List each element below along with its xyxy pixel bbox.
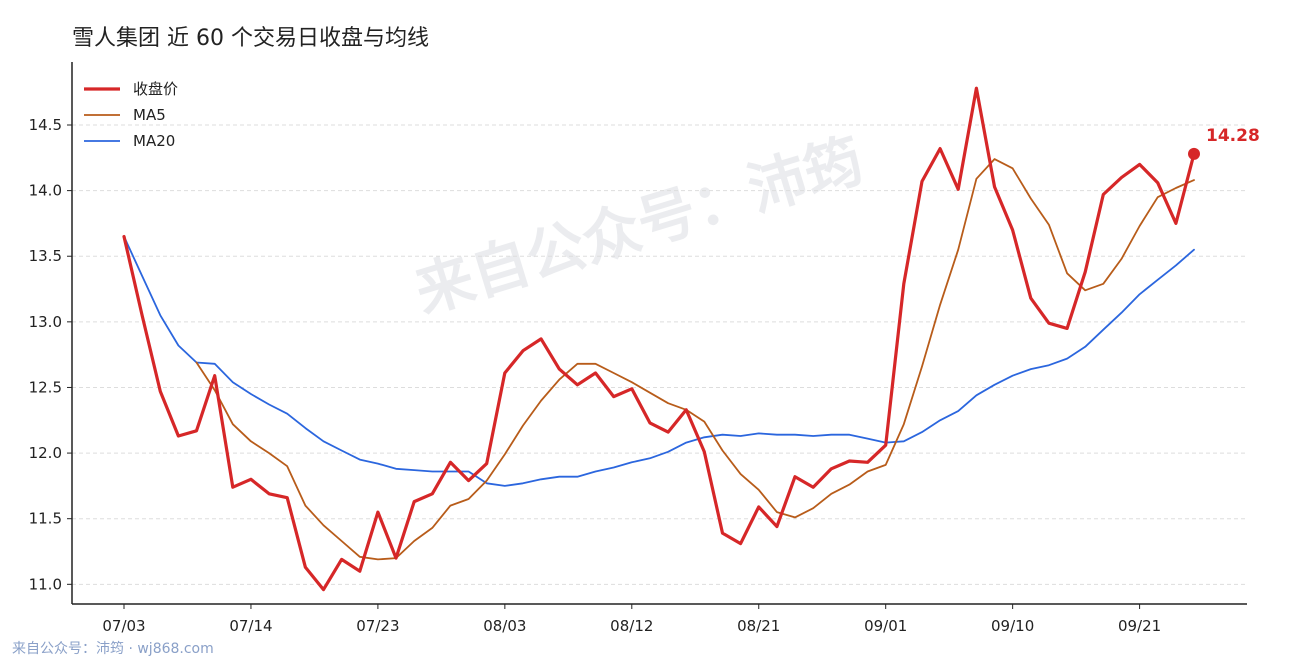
series-line-ma20: [123, 235, 1195, 487]
x-tick-label: 09/21: [1118, 617, 1161, 635]
y-tick-label: 12.0: [29, 444, 62, 462]
y-tick-label: 11.5: [29, 510, 62, 528]
legend-label: MA5: [133, 106, 166, 124]
x-tick-label: 08/03: [483, 617, 526, 635]
series-line-close: [122, 86, 1196, 592]
footer-credit: 来自公众号：沛筠 · wj868.com: [12, 641, 214, 657]
y-tick-label: 14.5: [29, 116, 62, 134]
last-close-label: 14.28: [1206, 126, 1260, 146]
chart-title: 雪人集团 近 60 个交易日收盘与均线: [72, 26, 429, 51]
last-close-point: [1188, 147, 1200, 160]
y-tick-label: 13.5: [29, 247, 62, 265]
y-tick-label: 13.0: [29, 313, 62, 331]
y-tick-label: 11.0: [29, 575, 62, 593]
x-tick-label: 08/21: [737, 617, 780, 635]
y-tick-label: 12.5: [29, 378, 62, 396]
y-tick-label: 14.0: [29, 182, 62, 200]
x-tick-label: 09/10: [991, 617, 1034, 635]
x-tick-label: 07/14: [229, 617, 272, 635]
x-tick-label: 08/12: [610, 617, 653, 635]
legend-label: MA20: [133, 132, 175, 150]
x-tick-label: 07/03: [102, 617, 145, 635]
legend-label: 收盘价: [133, 80, 178, 98]
x-tick-label: 09/01: [864, 617, 907, 635]
watermark-text: 来自公众号：沛筠: [407, 126, 871, 327]
x-tick-label: 07/23: [356, 617, 399, 635]
